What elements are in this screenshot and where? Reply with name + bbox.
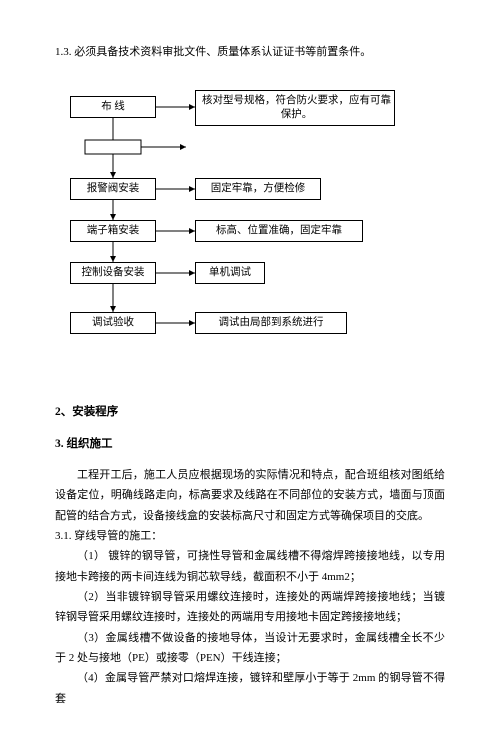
item-2: （2）当非镀锌钢导管采用螺纹连接时，连接处的两端焊跨接接地线；当镀锌钢导管采用螺… [55, 587, 445, 628]
flowchart: 布 线 核对型号规格，符合防火要求，应有可靠保护。 报警阀安装 固定牢靠，方便检… [60, 86, 445, 396]
flow-box-terminal: 端子箱安装 [70, 220, 156, 242]
flow-box-test-desc: 调试由局部到系统进行 [195, 312, 347, 334]
paragraph-top: 1.3. 必须具备技术资料审批文件、质量体系认证证书等前置条件。 [55, 42, 445, 62]
item-3: （3）金属线槽不做设备的接地导体，当设计无要求时，金属线槽全长不少于 2 处与接… [55, 628, 445, 669]
flow-box-test: 调试验收 [70, 312, 156, 334]
item-4: （4）金属导管严禁对口熔焊连接，镀锌和壁厚小于等于 2mm 的钢导管不得套 [55, 668, 445, 709]
flow-box-alarm-valve-desc: 固定牢靠，方便检修 [195, 178, 321, 200]
flow-box-wiring: 布 线 [70, 96, 156, 118]
section-2-title: 2、安装程序 [55, 402, 445, 423]
item-1: （1） 镀锌的钢导管，可挠性导管和金属线槽不得熔焊跨接接地线，以专用接地卡跨接的… [55, 546, 445, 587]
flow-box-control: 控制设备安装 [70, 262, 156, 284]
flow-box-alarm-valve: 报警阀安装 [70, 178, 156, 200]
section-3-1: 3.1. 穿线导管的施工： [55, 526, 445, 546]
flow-box-terminal-desc: 标高、位置准确，固定牢靠 [195, 220, 363, 242]
paragraph-intro: 工程开工后，施工人员应根据现场的实际情况和特点，配合班组核对图纸给设备定位，明确… [55, 465, 445, 526]
section-3-title: 3. 组织施工 [55, 434, 445, 455]
flow-box-wiring-desc: 核对型号规格，符合防火要求，应有可靠保护。 [195, 90, 395, 126]
flow-box-control-desc: 单机调试 [195, 262, 265, 284]
